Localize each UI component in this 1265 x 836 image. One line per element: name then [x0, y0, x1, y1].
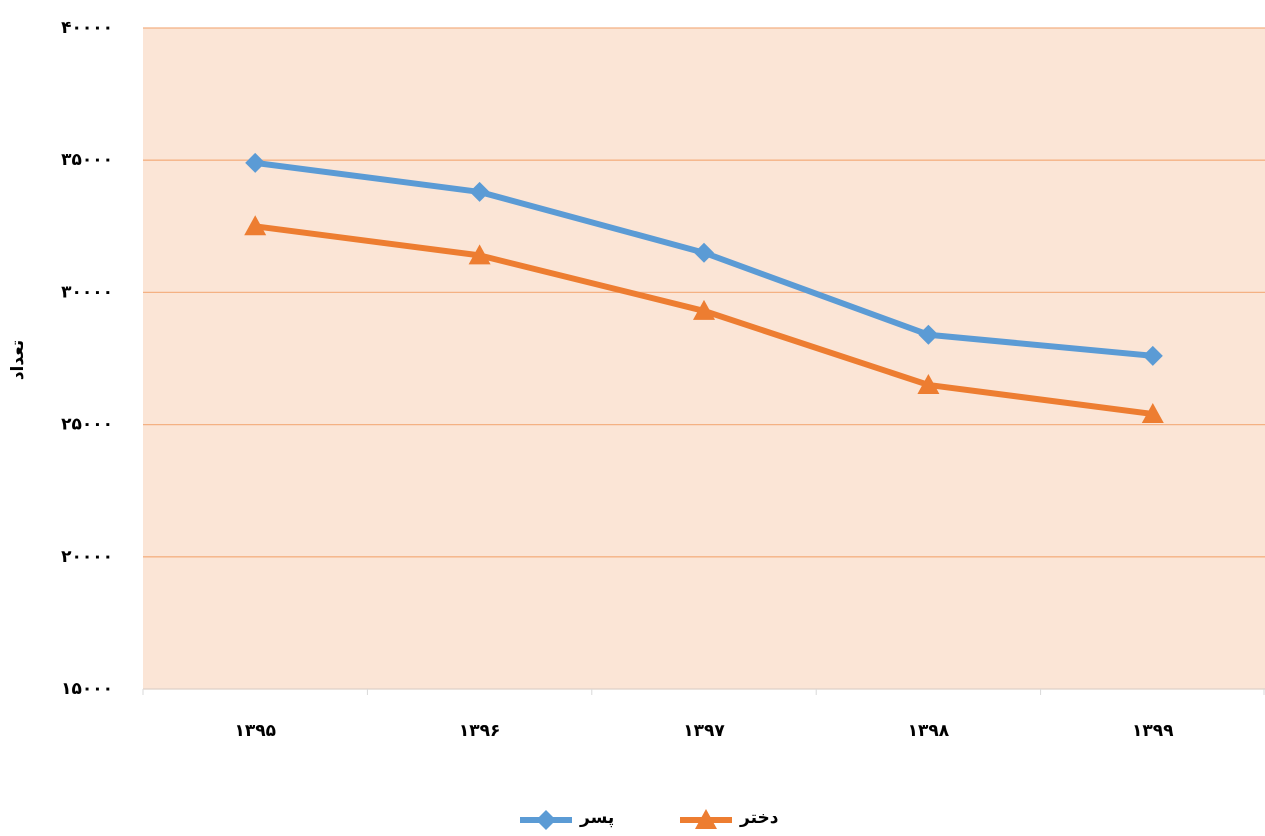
x-tick-label: ۱۳۹۷ [683, 721, 725, 741]
plot-area [143, 28, 1265, 689]
legend-marker [695, 809, 717, 829]
x-tick-label: ۱۳۹۹ [1132, 721, 1174, 741]
data-point [694, 242, 714, 263]
y-tick-label: ۲۵۰۰۰ [61, 415, 113, 435]
data-point [1142, 345, 1163, 366]
y-tick-label: ۱۵۰۰۰ [61, 679, 113, 699]
x-tick-label: ۱۳۹۸ [908, 721, 950, 741]
y-tick-label: ۲۰۰۰۰ [61, 547, 113, 567]
data-point [469, 181, 490, 202]
y-tick-label: ۳۰۰۰۰ [61, 282, 113, 302]
data-point [245, 152, 266, 173]
data-point [468, 244, 491, 265]
x-tick-label: ۱۳۹۶ [459, 721, 501, 741]
data-point [917, 373, 940, 394]
y-axis-label: تعداد [8, 340, 28, 380]
legend-label: دختر [739, 808, 779, 828]
legend-marker [536, 810, 556, 830]
legend-label: پسر [579, 808, 614, 828]
data-point [918, 324, 939, 345]
data-point [693, 299, 715, 320]
y-tick-label: ۳۵۰۰۰ [61, 150, 113, 170]
data-point [1141, 403, 1164, 424]
y-tick-label: ۴۰۰۰۰ [61, 18, 113, 38]
data-point [244, 215, 267, 236]
x-tick-label: ۱۳۹۵ [234, 721, 276, 741]
